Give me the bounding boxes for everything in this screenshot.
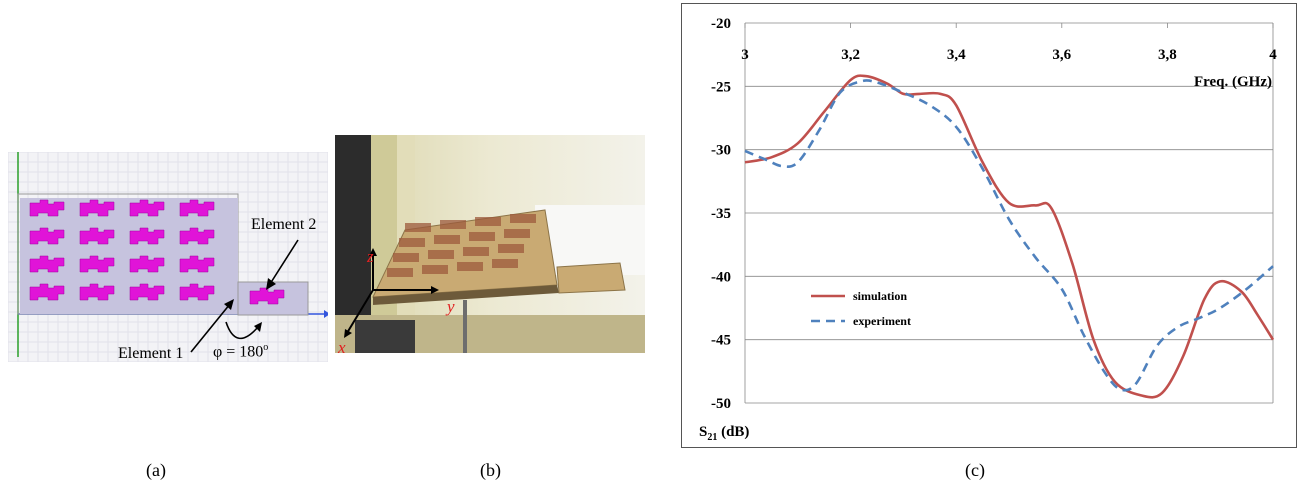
patch-element (79, 283, 115, 301)
y-tick-label: -50 (711, 396, 731, 412)
patch-element (29, 255, 65, 273)
legend: simulation experiment (811, 289, 911, 328)
photo-patch (498, 244, 524, 253)
x-tick-label: 4 (1269, 47, 1277, 63)
y-tick-label: -20 (711, 16, 731, 32)
caption-b: (b) (480, 460, 501, 480)
patch-element (29, 227, 65, 245)
s21-chart-panel: -20 -25 -30 -35 -40 -45 -50 3 3,2 3,4 3,6 3,8 4 Fre… (681, 3, 1297, 449)
element2-arrow (269, 239, 299, 285)
x-tick-label: 3,8 (1158, 47, 1177, 63)
y-axis-label-unit: (dB) (717, 424, 749, 440)
y-axis-label-main: S (699, 424, 707, 440)
phase-arc (225, 321, 259, 340)
element1-arrow (190, 303, 231, 353)
patch-element (79, 255, 115, 273)
phase-label: φ = 180o (213, 342, 268, 361)
photo-patch (510, 214, 536, 223)
photo-patch (457, 262, 483, 271)
experiment-line (744, 79, 1274, 392)
patch-element (179, 227, 215, 245)
patch-element (29, 199, 65, 217)
x-tick-labels: 3 3,2 3,4 3,6 3,8 4 (741, 47, 1277, 63)
photo-patch (434, 235, 460, 244)
patch-element (179, 283, 215, 301)
element-2-patch (249, 287, 285, 305)
patch-element (179, 199, 215, 217)
y-tick-label: -30 (711, 143, 731, 159)
array-layout-panel: Element 2 Element 1 φ = 180o (7, 151, 330, 363)
chart-frame (681, 3, 1297, 448)
photo-patch (504, 229, 530, 238)
y-tick-label: -25 (711, 79, 731, 95)
x-tick-label: 3,4 (947, 47, 966, 63)
photo-patch (387, 268, 413, 277)
legend-label-simulation: simulation (853, 289, 907, 303)
series-lines (744, 74, 1275, 399)
axis-x-label: x (338, 338, 346, 357)
photo-patch (405, 223, 431, 232)
y-tick-label: -40 (711, 269, 731, 285)
photo-patch (440, 220, 466, 229)
patch-element (129, 199, 165, 217)
axis-z-label: z (367, 247, 374, 266)
patch-element (129, 255, 165, 273)
board-2 (556, 262, 626, 294)
caption-c: (c) (965, 460, 985, 480)
phase-value: φ = 180 (213, 343, 264, 361)
y-tick-label: -35 (711, 206, 731, 222)
photo-patch (463, 247, 489, 256)
grid-lines (744, 22, 1274, 404)
simulation-line (744, 74, 1275, 399)
y-tick-label: -45 (711, 333, 731, 349)
x-axis-label: Freq. (GHz) (1194, 74, 1272, 90)
axis-y-label: y (447, 297, 455, 316)
prototype-photo-panel: z y x (335, 135, 645, 357)
x-tick-label: 3,6 (1052, 47, 1071, 63)
x-tick-label: 3 (741, 47, 749, 63)
legend-label-experiment: experiment (853, 314, 911, 328)
phase-unit: o (263, 342, 269, 353)
s21-chart: -20 -25 -30 -35 -40 -45 -50 3 3,2 3,4 3,6 3,8 4 Fre… (699, 16, 1277, 443)
element1-label: Element 1 (118, 345, 184, 362)
element2-label: Element 2 (251, 216, 317, 233)
caption-a: (a) (146, 460, 166, 480)
array-layout-figure (7, 151, 330, 363)
y-tick-labels: -20 -25 -30 -35 -40 -45 -50 (711, 16, 731, 412)
patch-element (129, 283, 165, 301)
photo-patch (492, 259, 518, 268)
photo-patch (393, 253, 419, 262)
photo-patch (469, 232, 495, 241)
patch-element (129, 227, 165, 245)
photo-patch (399, 238, 425, 247)
photo-patch (422, 265, 448, 274)
patch-element (179, 255, 215, 273)
photo-patch (428, 250, 454, 259)
patch-element (29, 283, 65, 301)
x-tick-label: 3,2 (841, 47, 860, 63)
patch-element (79, 199, 115, 217)
y-axis-label-sub: 21 (707, 432, 717, 443)
y-axis-label: S21 (dB) (699, 424, 749, 443)
photo-patch (475, 217, 501, 226)
patch-element (79, 227, 115, 245)
prototype-photo (335, 135, 645, 353)
